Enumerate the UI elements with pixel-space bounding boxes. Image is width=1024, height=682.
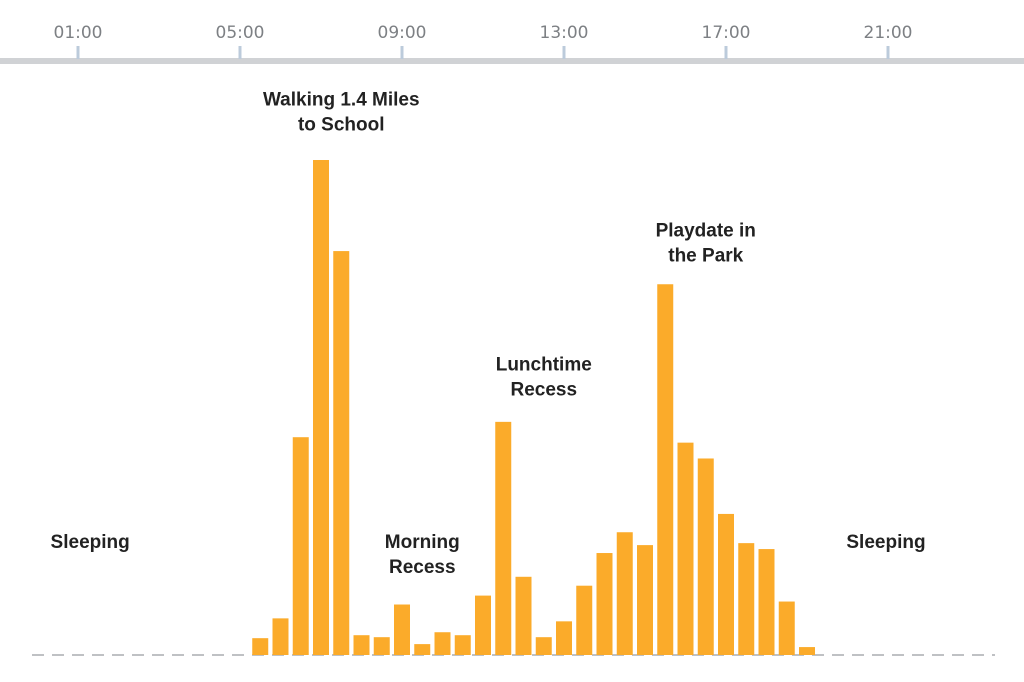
bar-1600 [677, 442, 694, 655]
tick-mark [562, 46, 566, 59]
bar-1530 [657, 284, 674, 655]
bar-0930 [414, 644, 431, 655]
annotation-line: Recess [389, 557, 456, 578]
bar-0730 [333, 251, 350, 655]
annotation-lunchtime-recess: Lunchtime Recess [496, 354, 592, 400]
annotation-morning-recess: Morning Recess [385, 532, 460, 578]
bar-0800 [353, 635, 370, 655]
bar-1030 [454, 635, 471, 655]
annotation-line: Sleeping [51, 532, 130, 553]
time-axis: 01:00 05:00 09:00 13:00 17:00 21:00 [0, 23, 1024, 64]
tick-label: 05:00 [216, 23, 265, 43]
bar-0630 [292, 437, 309, 655]
annotation-line: Morning [385, 532, 460, 553]
tick-mark [724, 46, 728, 59]
bar-1800 [758, 549, 775, 655]
tick-label: 13:00 [540, 23, 589, 43]
annotation-playdate-in-park: Playdate in the Park [656, 221, 756, 267]
bar-1130 [495, 421, 512, 655]
annotation-line: Playdate in [656, 221, 756, 242]
bar-1630 [697, 458, 714, 655]
annotation-line: to School [298, 115, 385, 136]
tick-label: 09:00 [378, 23, 427, 43]
bar-0830 [373, 637, 390, 655]
bar-1400 [596, 553, 613, 655]
tick-label: 17:00 [702, 23, 751, 43]
annotation-line: Recess [510, 379, 577, 400]
tick-label: 21:00 [864, 23, 913, 43]
annotation-sleeping-left: Sleeping [51, 532, 130, 553]
bar-0600 [272, 618, 289, 655]
bar-1500 [637, 545, 653, 655]
tick-mark [238, 46, 242, 59]
bar-0700 [313, 160, 329, 655]
activity-bars [252, 160, 815, 655]
bar-0900 [394, 604, 410, 655]
annotations: Sleeping Walking 1.4 Miles to School Mornin… [51, 90, 926, 579]
bar-1200 [515, 576, 532, 655]
axis-line [0, 58, 1024, 64]
tick-mark [886, 46, 890, 59]
bar-1230 [535, 637, 552, 655]
bar-1100 [475, 595, 491, 655]
tick-label: 01:00 [54, 23, 103, 43]
annotation-line: the Park [668, 246, 743, 267]
annotation-line: Sleeping [846, 532, 925, 553]
bar-0530 [252, 638, 269, 655]
bar-1830 [778, 601, 795, 655]
annotation-walking-to-school: Walking 1.4 Miles to School [263, 90, 420, 136]
bar-1300 [556, 621, 572, 655]
bar-1000 [434, 632, 451, 655]
annotation-line: Lunchtime [496, 354, 592, 375]
bar-1430 [616, 532, 633, 655]
bar-1730 [738, 543, 755, 655]
bar-1900 [799, 647, 815, 655]
bar-1330 [576, 585, 593, 655]
annotation-line: Walking 1.4 Miles [263, 90, 420, 111]
annotation-sleeping-right: Sleeping [846, 532, 925, 553]
tick-mark [400, 46, 404, 59]
tick-mark [76, 46, 80, 59]
bar-1700 [718, 513, 734, 655]
